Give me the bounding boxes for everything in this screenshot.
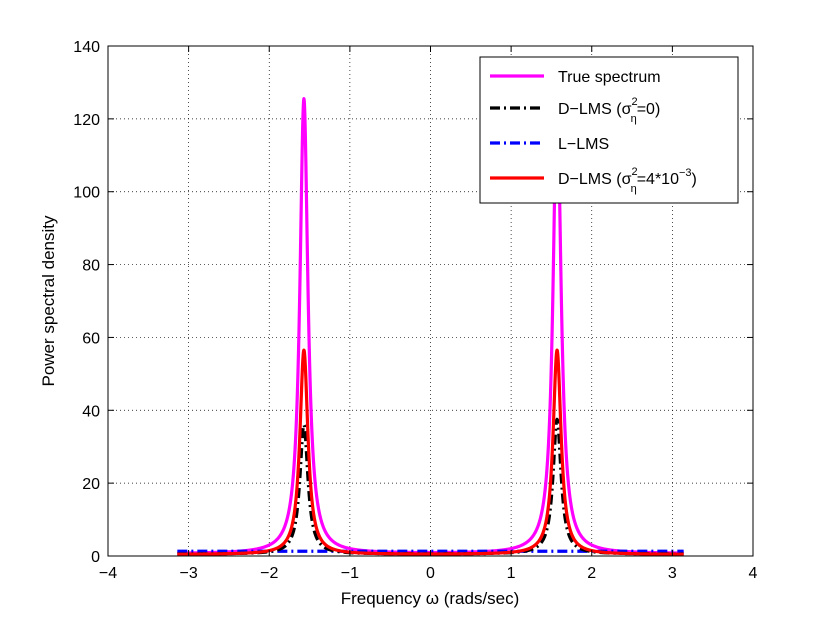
x-tick-label: 3	[668, 565, 677, 582]
y-tick-label: 100	[73, 185, 100, 202]
y-axis-label: Power spectral density	[39, 215, 58, 387]
y-tick-label: 140	[73, 39, 100, 56]
legend-label-0: True spectrum	[558, 69, 661, 86]
y-tick-label: 120	[73, 112, 100, 129]
x-axis-label: Frequency ω (rads/sec)	[341, 589, 520, 608]
y-tick-label: 20	[82, 476, 100, 493]
x-tick-label: 4	[749, 565, 758, 582]
y-tick-label: 40	[82, 403, 100, 420]
x-tick-label: 0	[426, 565, 435, 582]
y-tick-label: 60	[82, 330, 100, 347]
y-tick-label: 0	[91, 549, 100, 566]
legend-label-2: L−LMS	[558, 136, 609, 153]
x-tick-label: −1	[341, 565, 359, 582]
legend: True spectrum D−LMS (σ2 η=0) L−LMS D−LMS (σ2…	[479, 56, 739, 204]
x-tick-label: 1	[507, 565, 516, 582]
x-tick-label: 2	[587, 565, 596, 582]
x-tick-label: −2	[260, 565, 278, 582]
x-tick-label: −3	[180, 565, 198, 582]
legend-label-1: D−LMS (σ2 η=0)	[558, 96, 660, 125]
legend-label-3: D−LMS (σ2 η=4*10−3)	[558, 166, 697, 195]
y-tick-label: 80	[82, 258, 100, 275]
x-tick-label: −4	[99, 565, 117, 582]
